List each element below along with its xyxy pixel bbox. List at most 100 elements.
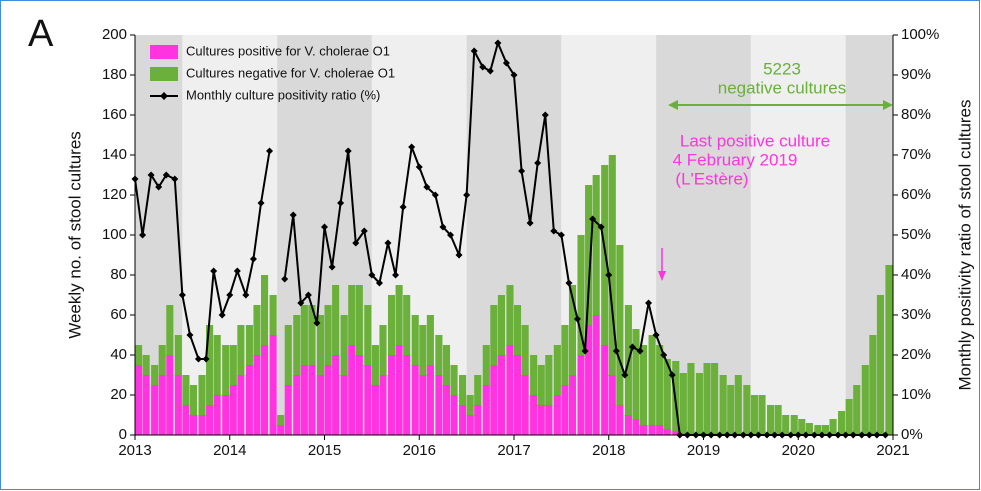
- bar: [711, 363, 719, 433]
- bar: [387, 355, 396, 435]
- ratio-marker: [233, 267, 241, 275]
- bar: [332, 285, 340, 355]
- bar: [585, 185, 593, 325]
- bar: [308, 365, 316, 435]
- bar: [805, 423, 813, 435]
- ratio-marker: [676, 431, 684, 439]
- legend-label: Cultures positive for V. cholerae O1: [186, 43, 390, 58]
- bar: [521, 325, 529, 375]
- bar: [253, 355, 261, 435]
- bar: [371, 385, 379, 435]
- annotation: negative cultures: [718, 78, 847, 97]
- bar: [497, 355, 505, 435]
- bar: [663, 429, 671, 435]
- bar: [450, 395, 458, 435]
- bar: [189, 385, 198, 415]
- bar: [379, 375, 387, 435]
- bar: [450, 365, 458, 395]
- bar: [324, 305, 332, 365]
- bar: [530, 355, 538, 395]
- bar: [261, 275, 269, 345]
- bar: [672, 431, 680, 435]
- ratio-marker: [628, 343, 636, 351]
- bar: [521, 375, 529, 435]
- bar: [561, 385, 569, 435]
- bar: [758, 395, 766, 435]
- season-band: [750, 35, 846, 435]
- bar: [648, 425, 656, 435]
- y2-tick-label: 0%: [901, 426, 923, 443]
- x-tick-label: 2021: [876, 442, 909, 459]
- bar: [656, 425, 664, 435]
- bar: [348, 285, 356, 345]
- arrow-head: [883, 100, 893, 110]
- bar: [284, 385, 292, 435]
- ratio-marker: [858, 431, 866, 439]
- bar: [135, 365, 143, 435]
- bar: [734, 375, 742, 435]
- bar: [459, 375, 467, 405]
- bar: [222, 345, 230, 395]
- bar: [442, 345, 451, 385]
- bar: [293, 375, 301, 435]
- ratio-marker: [739, 431, 747, 439]
- bar: [277, 425, 285, 435]
- bar: [490, 305, 498, 365]
- bar: [355, 355, 363, 435]
- bar: [821, 425, 830, 435]
- ratio-marker: [826, 431, 834, 439]
- legend-label: Cultures negative for V. cholerae O1: [186, 65, 395, 80]
- bar: [426, 365, 434, 435]
- bar: [640, 345, 648, 425]
- ratio-marker: [171, 175, 179, 183]
- y-tick-label: 40: [110, 346, 127, 363]
- bar: [798, 419, 806, 435]
- bar: [624, 415, 632, 435]
- y-tick-label: 200: [102, 26, 127, 43]
- ratio-marker: [565, 279, 573, 287]
- ratio-marker: [337, 199, 345, 207]
- bar: [568, 285, 577, 375]
- y-tick-label: 120: [102, 186, 127, 203]
- ratio-marker: [707, 431, 715, 439]
- bar: [869, 335, 877, 435]
- bar: [663, 359, 671, 429]
- ratio-marker: [683, 431, 691, 439]
- bar: [229, 385, 237, 435]
- bar: [497, 295, 505, 355]
- bar: [861, 365, 869, 435]
- bar: [229, 345, 237, 385]
- ratio-marker: [597, 223, 605, 231]
- bar: [648, 335, 656, 425]
- bar: [537, 405, 545, 435]
- bar: [293, 315, 301, 375]
- bar: [364, 365, 372, 435]
- ratio-marker: [581, 347, 589, 355]
- bar: [829, 419, 837, 435]
- bar: [506, 345, 514, 435]
- y2-tick-label: 90%: [901, 66, 931, 83]
- bar: [395, 285, 403, 345]
- annotation: 5223: [763, 59, 801, 78]
- ratio-marker: [881, 431, 889, 439]
- bar: [679, 373, 687, 433]
- bar: [561, 325, 569, 385]
- ratio-marker: [557, 231, 565, 239]
- ratio-marker: [754, 431, 762, 439]
- bar: [719, 375, 727, 435]
- ratio-marker: [534, 159, 542, 167]
- legend-swatch: [150, 67, 178, 81]
- ratio-marker: [502, 59, 510, 67]
- bar: [466, 395, 474, 415]
- bar: [577, 235, 585, 355]
- y2-tick-label: 10%: [901, 386, 931, 403]
- y2-tick-label: 70%: [901, 146, 931, 163]
- bar: [459, 405, 467, 435]
- bar: [245, 325, 253, 365]
- bar: [750, 395, 758, 435]
- ratio-marker: [194, 355, 202, 363]
- bar: [530, 395, 538, 435]
- bar: [198, 375, 206, 415]
- bar: [814, 425, 822, 435]
